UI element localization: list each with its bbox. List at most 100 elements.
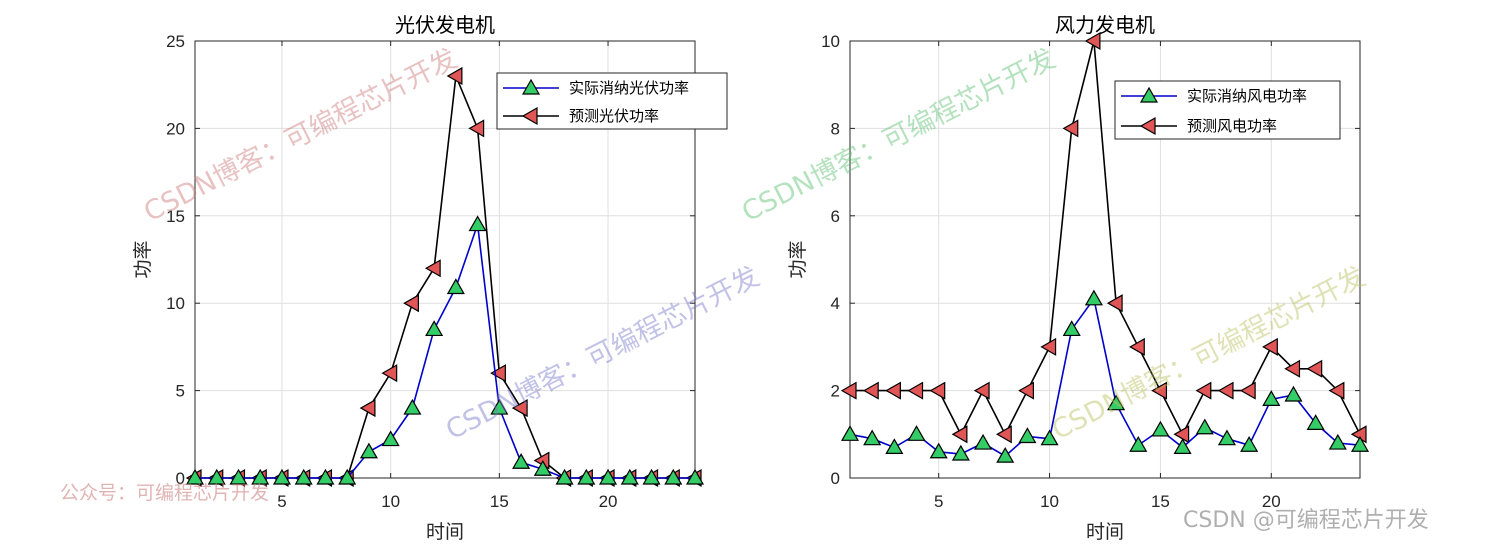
legend-marker xyxy=(521,78,541,95)
data-point xyxy=(620,468,639,485)
data-point xyxy=(840,381,857,400)
legend-marker xyxy=(1139,86,1159,103)
data-point xyxy=(424,259,441,278)
data-point xyxy=(996,446,1015,463)
y-tick-label: 5 xyxy=(176,382,185,401)
data-point xyxy=(863,429,882,446)
y-tick-label: 8 xyxy=(831,119,840,138)
data-point xyxy=(359,442,378,459)
data-point xyxy=(1217,429,1236,446)
data-point xyxy=(1350,436,1370,452)
data-point xyxy=(294,468,313,485)
x-axis-label: 时间 xyxy=(426,521,464,543)
y-tick-label: 10 xyxy=(166,294,185,313)
data-point xyxy=(1106,294,1123,313)
data-point xyxy=(1328,381,1345,400)
data-point xyxy=(1306,414,1325,430)
data-point xyxy=(490,364,506,383)
legend-label: 实际消纳风电功率 xyxy=(1187,87,1307,105)
data-point xyxy=(885,438,904,455)
data-point xyxy=(185,468,205,485)
y-tick-label: 20 xyxy=(166,119,185,138)
watermark-text: CSDN @可编程芯片开发 xyxy=(1183,508,1429,533)
data-point xyxy=(1306,359,1323,378)
data-point xyxy=(1084,31,1101,51)
data-point xyxy=(1151,381,1168,400)
data-point xyxy=(1173,438,1192,455)
y-tick-label: 2 xyxy=(831,382,840,401)
y-tick-label: 15 xyxy=(166,207,185,226)
data-point xyxy=(907,425,926,441)
data-point xyxy=(1018,427,1037,444)
data-point xyxy=(446,278,465,295)
data-point xyxy=(381,430,400,447)
axes-box xyxy=(849,40,1361,479)
data-point xyxy=(862,381,879,400)
legend-label: 实际消纳光伏功率 xyxy=(569,79,689,97)
legend-label: 预测风电功率 xyxy=(1187,117,1277,135)
legend-label: 预测光伏功率 xyxy=(569,107,659,125)
data-point xyxy=(1129,436,1148,452)
data-point xyxy=(973,381,990,400)
data-point xyxy=(1284,385,1303,402)
x-tick-label: 15 xyxy=(1151,492,1170,511)
data-point xyxy=(1217,381,1234,400)
data-point xyxy=(907,381,924,400)
x-tick-label: 5 xyxy=(934,492,943,511)
chart-title: 风力发电机 xyxy=(1055,13,1155,37)
data-point xyxy=(490,398,509,415)
x-axis-label: 时间 xyxy=(1086,521,1124,543)
data-point xyxy=(1240,436,1259,452)
data-point xyxy=(229,468,248,485)
data-point xyxy=(951,444,970,461)
y-tick-label: 6 xyxy=(831,207,840,226)
y-tick-label: 0 xyxy=(831,469,840,488)
data-point xyxy=(1262,337,1278,356)
data-point xyxy=(685,468,705,485)
y-tick-label: 10 xyxy=(821,32,840,51)
watermark-text: 公众号：可编程芯片开发 xyxy=(60,482,269,504)
data-point xyxy=(533,460,552,476)
data-point xyxy=(468,119,485,138)
data-point xyxy=(1040,429,1059,446)
x-tick-label: 15 xyxy=(490,492,509,511)
charts-layer: 5 10 15 200510152025光伏发电机时间功率实际消纳光伏功率预测光伏功率… xyxy=(132,13,1370,543)
x-tick-label: 20 xyxy=(599,492,618,511)
data-point xyxy=(1195,418,1214,435)
legend-marker xyxy=(521,106,538,126)
x-tick-label: 10 xyxy=(1040,492,1059,511)
data-point xyxy=(974,433,993,450)
data-point xyxy=(840,425,860,441)
data-point xyxy=(1040,337,1057,356)
data-point xyxy=(664,468,683,485)
data-point xyxy=(577,468,596,485)
x-tick-label: 5 xyxy=(277,492,286,511)
data-point xyxy=(1262,390,1281,406)
data-point xyxy=(929,381,946,400)
data-point xyxy=(511,399,528,418)
data-point xyxy=(251,468,270,485)
data-point xyxy=(1328,433,1347,450)
data-point xyxy=(555,468,574,485)
chart-title: 光伏发电机 xyxy=(395,13,495,37)
data-point xyxy=(403,398,422,415)
data-point xyxy=(1107,394,1126,411)
data-point xyxy=(403,294,419,313)
legend-item: 实际消纳光伏功率 xyxy=(503,78,689,97)
data-point xyxy=(446,66,463,85)
data-point xyxy=(1084,289,1103,306)
data-point xyxy=(359,399,376,418)
data-point xyxy=(929,442,948,459)
y-tick-label: 25 xyxy=(166,32,185,51)
data-point xyxy=(1018,381,1034,400)
data-point xyxy=(381,364,398,383)
data-point xyxy=(951,425,968,444)
legend-item: 预测风电功率 xyxy=(1121,116,1277,136)
data-point xyxy=(1195,381,1212,400)
data-point xyxy=(338,468,357,485)
data-point xyxy=(1062,320,1081,337)
